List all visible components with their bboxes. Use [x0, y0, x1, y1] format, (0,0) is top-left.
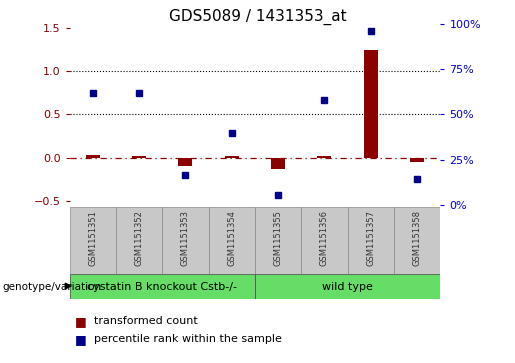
Text: GDS5089 / 1431353_at: GDS5089 / 1431353_at — [169, 9, 346, 25]
Text: GSM1151353: GSM1151353 — [181, 210, 190, 266]
Text: genotype/variation: genotype/variation — [3, 282, 101, 292]
Bar — [162, 207, 209, 274]
Text: ■: ■ — [75, 333, 87, 346]
Text: GSM1151358: GSM1151358 — [413, 210, 422, 266]
Text: GSM1151352: GSM1151352 — [134, 210, 144, 266]
Text: ■: ■ — [75, 315, 87, 328]
Text: GSM1151355: GSM1151355 — [273, 210, 283, 266]
Text: GSM1151356: GSM1151356 — [320, 210, 329, 266]
Text: percentile rank within the sample: percentile rank within the sample — [94, 334, 282, 344]
Text: GSM1151354: GSM1151354 — [227, 210, 236, 266]
Bar — [116, 207, 162, 274]
Bar — [85, 155, 100, 158]
Text: GSM1151357: GSM1151357 — [366, 210, 375, 266]
Bar — [364, 49, 377, 158]
Bar — [255, 274, 440, 299]
Bar — [394, 207, 440, 274]
Bar — [301, 207, 348, 274]
Bar — [410, 158, 424, 162]
Bar — [271, 158, 285, 169]
Bar — [317, 156, 331, 158]
Bar — [70, 207, 116, 274]
Bar — [348, 207, 394, 274]
Bar — [255, 207, 301, 274]
Text: GSM1151351: GSM1151351 — [88, 210, 97, 266]
Bar — [225, 156, 239, 158]
Bar — [209, 207, 255, 274]
Bar — [178, 158, 192, 166]
Bar — [70, 274, 255, 299]
Text: transformed count: transformed count — [94, 316, 198, 326]
Text: cystatin B knockout Cstb-/-: cystatin B knockout Cstb-/- — [87, 282, 237, 292]
Text: wild type: wild type — [322, 282, 373, 292]
Bar — [132, 156, 146, 158]
